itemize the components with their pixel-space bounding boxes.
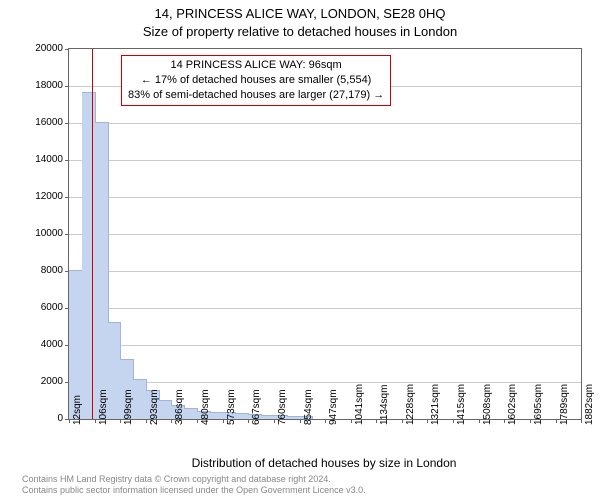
ytick-mark <box>65 86 69 87</box>
xtick-mark <box>248 419 249 423</box>
ytick-mark <box>65 160 69 161</box>
xtick-label: 1602sqm <box>507 384 518 425</box>
xtick-mark <box>120 419 121 423</box>
xtick-label: 293sqm <box>149 389 160 425</box>
xtick-mark <box>95 419 96 423</box>
xtick-label: 573sqm <box>226 389 237 425</box>
xtick-label: 1695sqm <box>533 384 544 425</box>
ytick-mark <box>65 234 69 235</box>
xtick-mark <box>479 419 480 423</box>
ytick-label: 6000 <box>27 302 63 313</box>
xtick-label: 1321sqm <box>430 384 441 425</box>
histogram-bar <box>184 408 198 419</box>
ytick-label: 12000 <box>27 191 63 202</box>
ytick-mark <box>65 197 69 198</box>
xtick-mark <box>300 419 301 423</box>
histogram-bar <box>82 92 96 419</box>
xtick-mark <box>402 419 403 423</box>
xtick-label: 1508sqm <box>482 384 493 425</box>
histogram-bar <box>159 400 173 420</box>
xtick-mark <box>171 419 172 423</box>
gridline <box>69 197 581 198</box>
xtick-label: 667sqm <box>251 389 262 425</box>
gridline <box>69 123 581 124</box>
ytick-label: 16000 <box>27 117 63 128</box>
xtick-label: 1041sqm <box>354 384 365 425</box>
xtick-mark <box>325 419 326 423</box>
ytick-label: 18000 <box>27 80 63 91</box>
ytick-label: 4000 <box>27 339 63 350</box>
histogram-bar <box>210 412 224 419</box>
xtick-mark <box>427 419 428 423</box>
xtick-label: 199sqm <box>123 389 134 425</box>
gridline <box>69 271 581 272</box>
xtick-mark <box>351 419 352 423</box>
histogram-bar <box>261 415 275 419</box>
ytick-label: 0 <box>27 413 63 424</box>
xtick-mark <box>146 419 147 423</box>
chart-container: 14, PRINCESS ALICE WAY, LONDON, SE28 0HQ… <box>0 0 600 500</box>
xtick-mark <box>556 419 557 423</box>
xtick-mark <box>376 419 377 423</box>
xtick-mark <box>581 419 582 423</box>
xtick-label: 854sqm <box>303 389 314 425</box>
callout-line3: 83% of semi-detached houses are larger (… <box>128 88 384 103</box>
gridline <box>69 234 581 235</box>
xtick-label: 480sqm <box>200 389 211 425</box>
footer-line1: Contains HM Land Registry data © Crown c… <box>22 474 366 485</box>
ytick-label: 20000 <box>27 43 63 54</box>
xtick-label: 947sqm <box>328 389 339 425</box>
xtick-label: 760sqm <box>277 389 288 425</box>
xtick-mark <box>69 419 70 423</box>
ytick-label: 8000 <box>27 265 63 276</box>
marker-line <box>92 49 93 419</box>
xtick-mark <box>197 419 198 423</box>
histogram-bar <box>235 413 249 419</box>
xtick-label: 1228sqm <box>405 384 416 425</box>
page-subtitle: Size of property relative to detached ho… <box>0 24 600 39</box>
xtick-label: 1882sqm <box>584 384 595 425</box>
xtick-label: 1789sqm <box>559 384 570 425</box>
histogram-bar <box>95 122 109 419</box>
xtick-label: 106sqm <box>98 389 109 425</box>
ytick-mark <box>65 123 69 124</box>
callout-line2: ← 17% of detached houses are smaller (5,… <box>128 73 384 88</box>
xtick-label: 12sqm <box>72 395 83 425</box>
xtick-label: 386sqm <box>174 389 185 425</box>
x-axis-label: Distribution of detached houses by size … <box>68 456 580 470</box>
xtick-mark <box>530 419 531 423</box>
xtick-mark <box>504 419 505 423</box>
ytick-mark <box>65 49 69 50</box>
ytick-label: 2000 <box>27 376 63 387</box>
page-title: 14, PRINCESS ALICE WAY, LONDON, SE28 0HQ <box>0 6 600 21</box>
callout-box: 14 PRINCESS ALICE WAY: 96sqm ← 17% of de… <box>121 55 391 106</box>
ytick-label: 10000 <box>27 228 63 239</box>
xtick-label: 1134sqm <box>379 385 390 425</box>
histogram-bar <box>133 379 147 419</box>
histogram-bar <box>287 416 301 419</box>
xtick-label: 1415sqm <box>456 384 467 425</box>
callout-line1: 14 PRINCESS ALICE WAY: 96sqm <box>128 58 384 73</box>
plot-area: 0200040006000800010000120001400016000180… <box>68 48 582 420</box>
xtick-mark <box>453 419 454 423</box>
gridline <box>69 308 581 309</box>
ytick-label: 14000 <box>27 154 63 165</box>
gridline <box>69 160 581 161</box>
gridline <box>69 345 581 346</box>
footer-line2: Contains public sector information licen… <box>22 485 366 496</box>
histogram-bar <box>108 322 122 419</box>
xtick-mark <box>223 419 224 423</box>
footer: Contains HM Land Registry data © Crown c… <box>22 474 366 496</box>
xtick-mark <box>274 419 275 423</box>
